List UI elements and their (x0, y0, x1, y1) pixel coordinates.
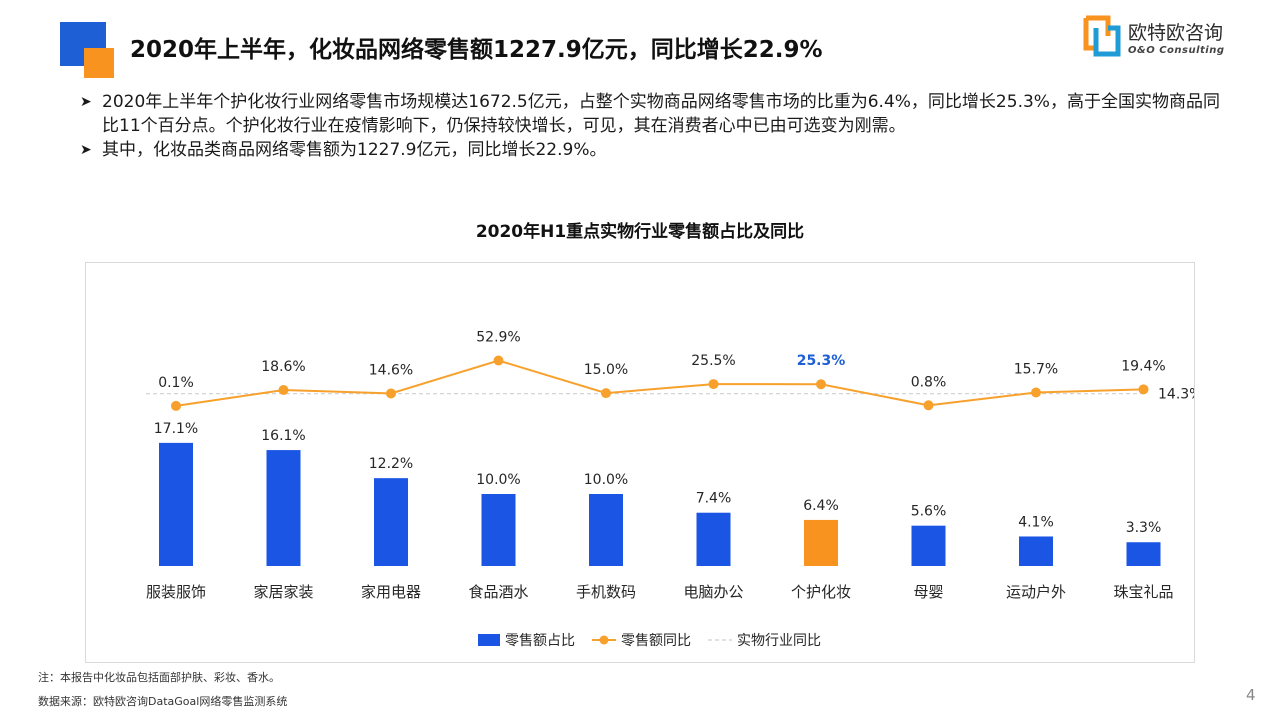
bar-value-label: 16.1% (261, 428, 305, 444)
yoy-point-家用电器 (386, 388, 396, 399)
bullet-list: ➤ 2020年上半年个护化妆行业网络零售市场规模达1672.5亿元，占整个实物商… (80, 90, 1220, 162)
bullet-arrow-icon: ➤ (80, 94, 92, 110)
bar-value-label: 4.1% (1018, 514, 1054, 530)
category-label: 母婴 (913, 583, 943, 601)
bar-珠宝礼品 (1126, 542, 1161, 566)
yoy-point-个护化妆 (816, 379, 826, 390)
yoy-value-label: 14.6% (369, 362, 413, 378)
category-label: 家居家装 (253, 583, 313, 601)
yoy-value-label: 52.9% (476, 330, 520, 346)
bar-value-label: 5.6% (911, 504, 947, 520)
bar-value-label: 10.0% (476, 472, 520, 488)
yoy-value-label: 25.5% (691, 353, 735, 369)
bar-个护化妆 (804, 519, 838, 566)
yoy-value-label: 0.8% (911, 374, 947, 390)
yoy-value-label: 15.7% (1014, 361, 1058, 377)
yoy-point-母婴 (923, 400, 934, 411)
footnote-source: 数据来源：欧特欧咨询DataGoal网络零售监测系统 (38, 695, 288, 708)
bar-value-label: 10.0% (584, 472, 628, 488)
yoy-value-label: 0.1% (158, 375, 194, 391)
reference-line-label: 14.3% (1158, 387, 1194, 403)
yoy-value-label: 19.4% (1121, 358, 1165, 374)
category-label: 食品酒水 (468, 583, 528, 601)
bar-家居家装 (266, 450, 301, 566)
bar-value-label: 7.4% (696, 491, 732, 507)
bar-value-label: 6.4% (803, 498, 839, 514)
page-number: 4 (1246, 686, 1256, 704)
yoy-point-珠宝礼品 (1138, 384, 1149, 395)
category-label: 服装服饰 (146, 583, 206, 601)
bar-手机数码 (589, 494, 623, 566)
logo-text-en: O&O Consulting (1128, 45, 1225, 56)
yoy-point-家居家装 (278, 385, 289, 396)
slide-title: 2020年上半年，化妆品网络零售额1227.9亿元，同比增长22.9% (130, 37, 823, 63)
bar-电脑办公 (696, 512, 731, 566)
yoy-point-服装服饰 (171, 400, 181, 411)
category-label: 手机数码 (576, 583, 636, 601)
yoy-value-label: 18.6% (261, 359, 305, 375)
yoy-point-运动户外 (1031, 387, 1041, 398)
bar-服装服饰 (159, 442, 193, 566)
yoy-point-食品酒水 (493, 355, 504, 366)
category-label: 珠宝礼品 (1113, 583, 1173, 601)
title-decoration-orange (84, 48, 114, 78)
footnote-note: 注：本报告中化妆品包括面部护肤、彩妆、香水。 (38, 671, 280, 684)
chart-frame: 17.1% 服装服饰 16.1% 家居家装 12.2% 家用电器 10.0% 食品酒水 10.0… (85, 262, 1195, 663)
yoy-line (175, 359, 1144, 407)
bullet-text: 2020年上半年个护化妆行业网络零售市场规模达1672.5亿元，占整个实物商品网… (102, 92, 1220, 136)
legend-line-label: 零售额同比 (621, 633, 691, 649)
yoy-value-label: 15.0% (584, 362, 628, 378)
bullet-item: ➤ 2020年上半年个护化妆行业网络零售市场规模达1672.5亿元，占整个实物商… (80, 90, 1220, 138)
category-label: 家用电器 (361, 583, 421, 601)
bar-value-label: 17.1% (154, 421, 198, 437)
bar-母婴 (911, 525, 946, 566)
chart: 17.1% 服装服饰 16.1% 家居家装 12.2% 家用电器 10.0% 食品酒水 10.0… (146, 330, 1194, 649)
bullet-arrow-icon: ➤ (80, 142, 92, 158)
bullet-text: 其中，化妆品类商品网络零售额为1227.9亿元，同比增长22.9%。 (102, 140, 607, 160)
category-label: 电脑办公 (683, 583, 743, 601)
company-logo: 欧特欧咨询 O&O Consulting (1082, 14, 1257, 62)
bar-运动户外 (1019, 536, 1053, 566)
legend-bar-label: 零售额占比 (505, 633, 575, 649)
legend-ref-label: 实物行业同比 (737, 633, 821, 649)
bar-value-label: 12.2% (369, 456, 413, 472)
bullet-item: ➤ 其中，化妆品类商品网络零售额为1227.9亿元，同比增长22.9%。 (80, 138, 1220, 162)
bar-value-label: 3.3% (1126, 520, 1162, 536)
bar-食品酒水 (481, 494, 516, 566)
logo-mark-icon (1083, 15, 1121, 57)
logo-text-cn: 欧特欧咨询 (1128, 22, 1224, 44)
legend-line-marker (599, 635, 609, 645)
yoy-point-电脑办公 (708, 379, 719, 390)
chart-title: 2020年H1重点实物行业零售额占比及同比 (475, 222, 805, 242)
bar-家用电器 (374, 478, 408, 566)
legend-bar-swatch (478, 634, 500, 646)
category-label: 运动户外 (1006, 583, 1066, 601)
yoy-value-label: 25.3% (797, 353, 846, 369)
category-label: 个护化妆 (791, 583, 851, 601)
yoy-point-手机数码 (601, 388, 611, 399)
